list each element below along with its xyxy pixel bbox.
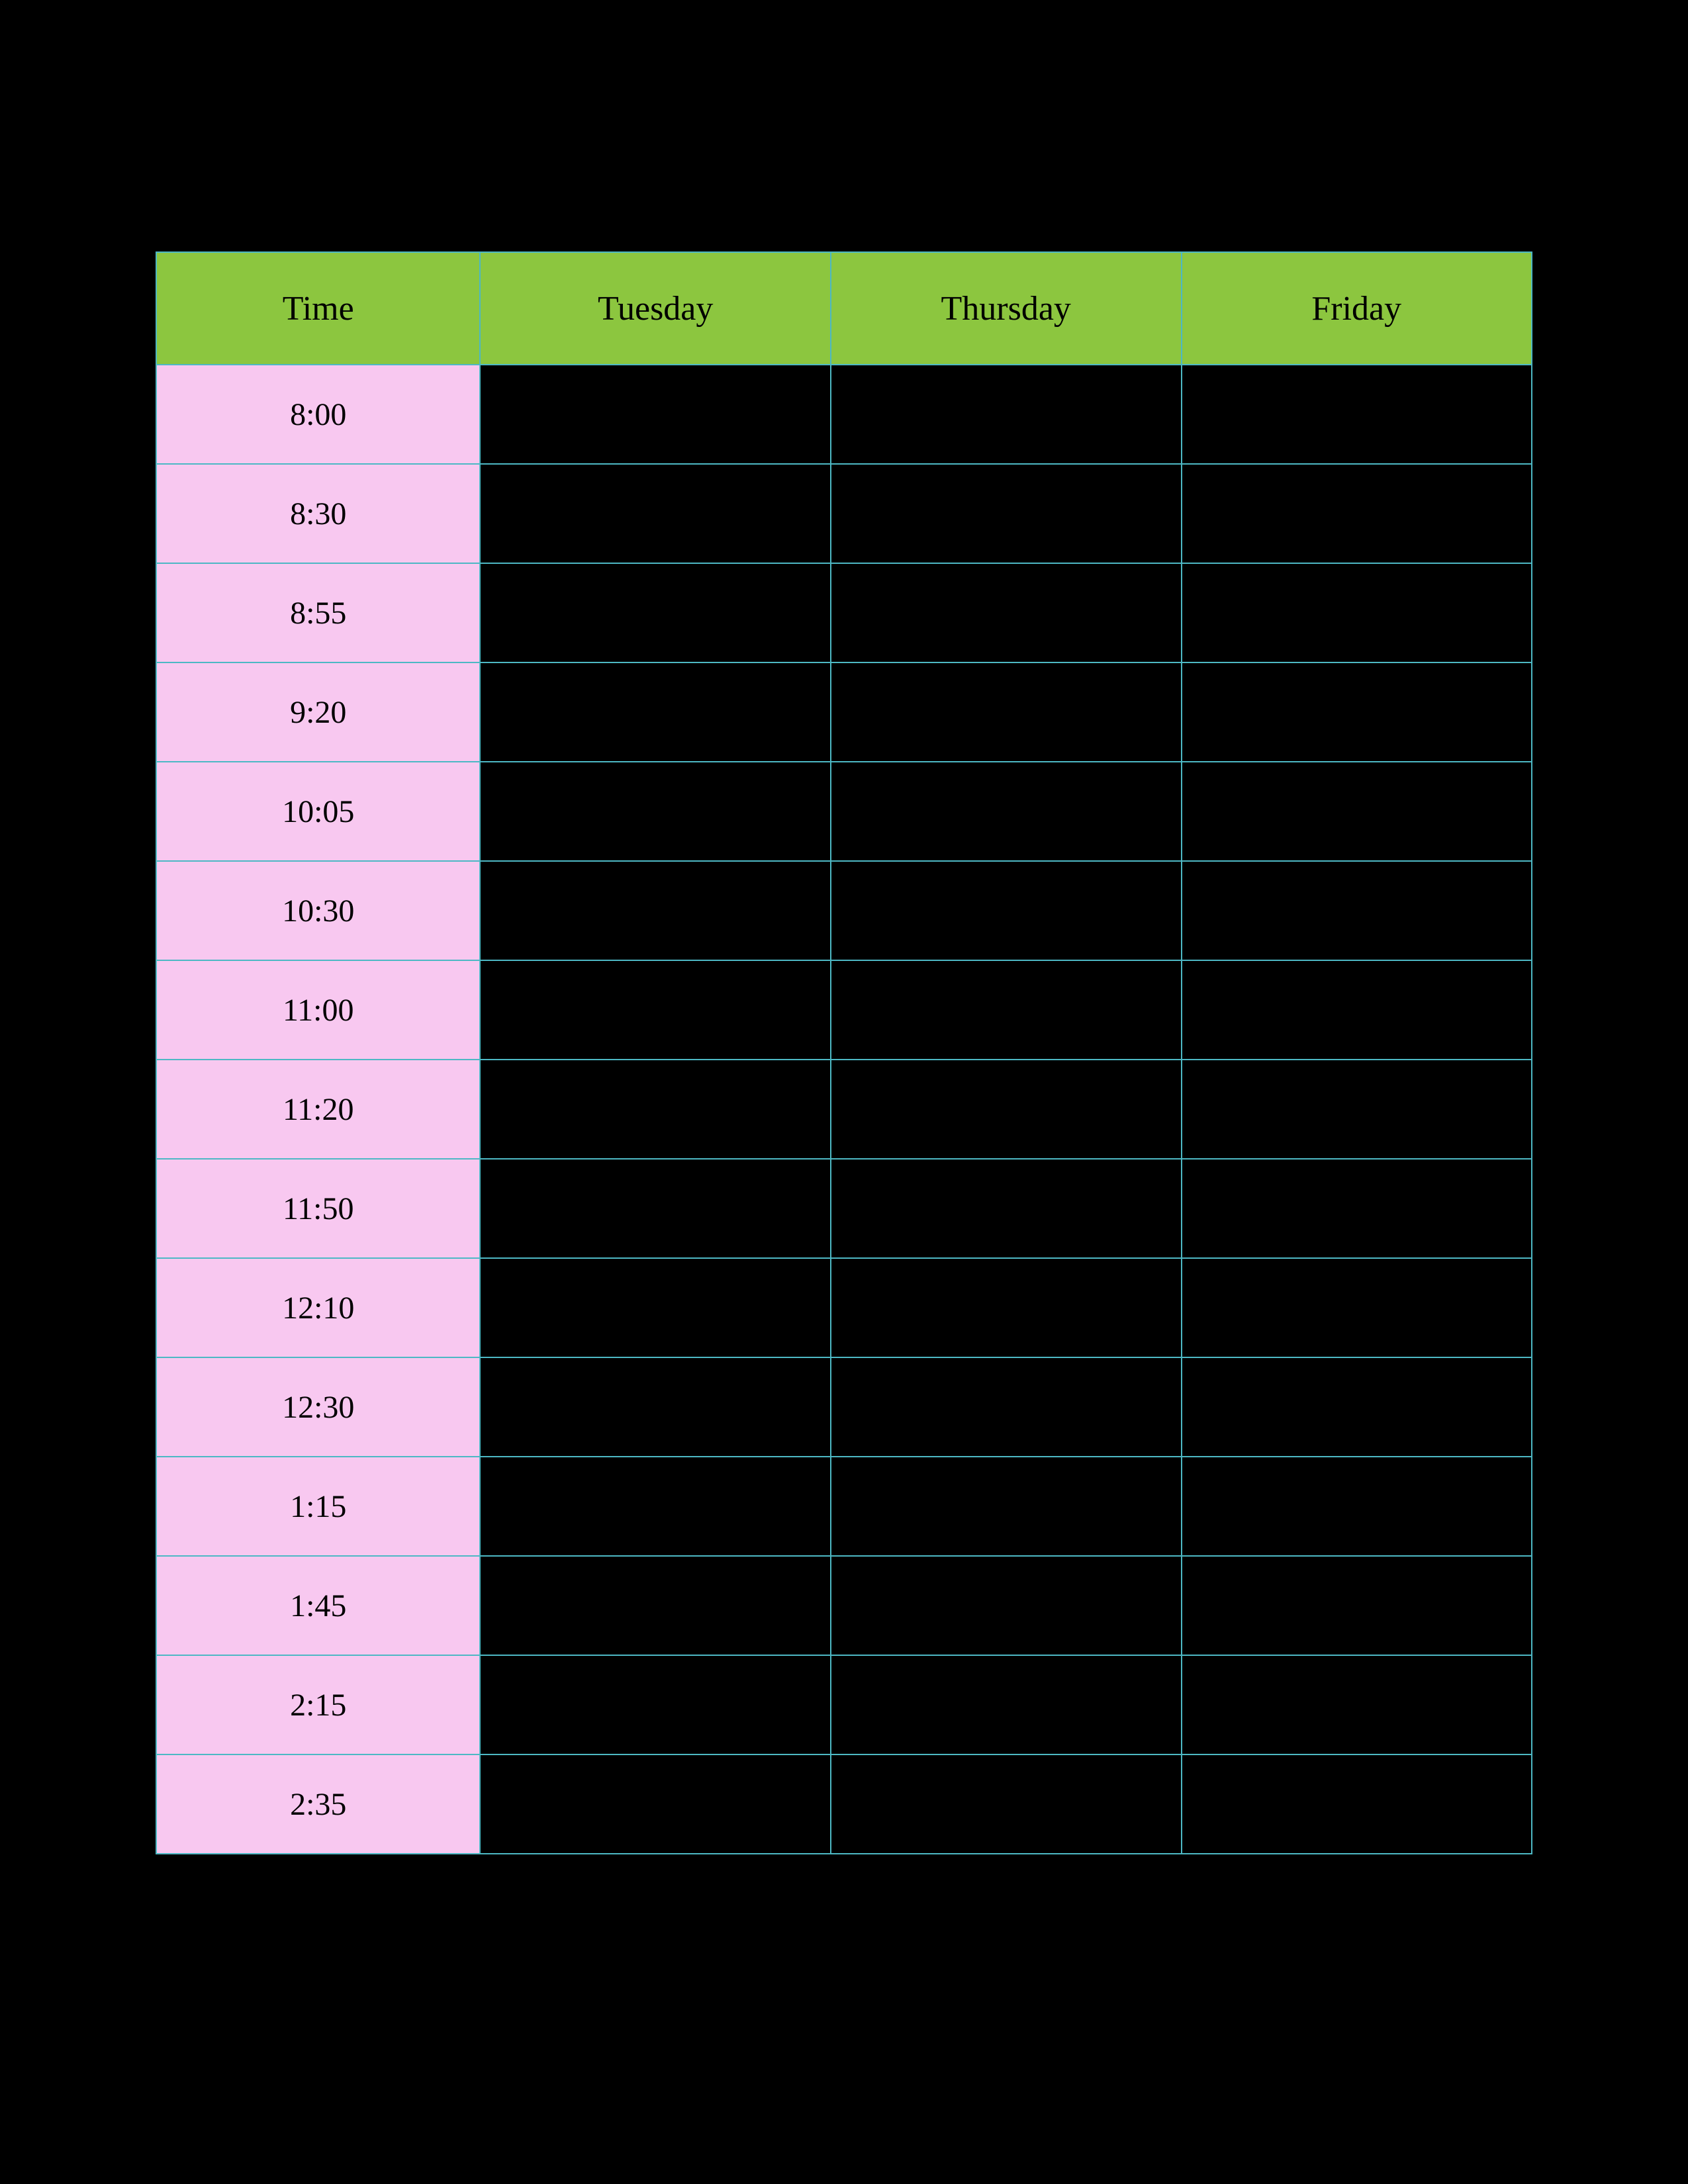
day-cell xyxy=(1182,960,1532,1060)
day-cell xyxy=(480,1655,831,1754)
day-cell xyxy=(1182,662,1532,762)
time-cell: 11:00 xyxy=(156,960,480,1060)
day-cell xyxy=(831,861,1182,960)
time-cell: 1:15 xyxy=(156,1457,480,1556)
day-cell xyxy=(831,1159,1182,1258)
time-cell: 10:30 xyxy=(156,861,480,960)
table-row: 1:15 xyxy=(156,1457,1532,1556)
header-row: Time Tuesday Thursday Friday xyxy=(156,252,1532,365)
time-cell: 11:20 xyxy=(156,1060,480,1159)
day-cell xyxy=(1182,762,1532,861)
header-thursday: Thursday xyxy=(831,252,1182,365)
table-row: 2:15 xyxy=(156,1655,1532,1754)
time-cell: 8:00 xyxy=(156,365,480,464)
day-cell xyxy=(831,464,1182,563)
table-row: 2:35 xyxy=(156,1754,1532,1854)
day-cell xyxy=(831,1357,1182,1457)
day-cell xyxy=(831,1655,1182,1754)
day-cell xyxy=(480,960,831,1060)
table-row: 10:05 xyxy=(156,762,1532,861)
day-cell xyxy=(480,1457,831,1556)
day-cell xyxy=(480,762,831,861)
time-cell: 12:30 xyxy=(156,1357,480,1457)
day-cell xyxy=(480,1754,831,1854)
day-cell xyxy=(1182,861,1532,960)
schedule-table: Time Tuesday Thursday Friday 8:00 8:30 8… xyxy=(156,251,1532,1854)
time-cell: 2:35 xyxy=(156,1754,480,1854)
header-time: Time xyxy=(156,252,480,365)
table-row: 8:30 xyxy=(156,464,1532,563)
day-cell xyxy=(831,1754,1182,1854)
day-cell xyxy=(1182,1357,1532,1457)
day-cell xyxy=(480,464,831,563)
day-cell xyxy=(831,365,1182,464)
time-cell: 9:20 xyxy=(156,662,480,762)
day-cell xyxy=(480,662,831,762)
time-cell: 8:55 xyxy=(156,563,480,662)
day-cell xyxy=(480,1556,831,1655)
table-body: 8:00 8:30 8:55 9:20 10:05 xyxy=(156,365,1532,1854)
table-row: 8:00 xyxy=(156,365,1532,464)
day-cell xyxy=(831,563,1182,662)
time-cell: 2:15 xyxy=(156,1655,480,1754)
day-cell xyxy=(831,762,1182,861)
table-row: 8:55 xyxy=(156,563,1532,662)
day-cell xyxy=(1182,464,1532,563)
time-cell: 1:45 xyxy=(156,1556,480,1655)
day-cell xyxy=(480,365,831,464)
day-cell xyxy=(480,1060,831,1159)
day-cell xyxy=(831,1060,1182,1159)
table-row: 12:10 xyxy=(156,1258,1532,1357)
table-row: 9:20 xyxy=(156,662,1532,762)
table-row: 11:50 xyxy=(156,1159,1532,1258)
day-cell xyxy=(831,1457,1182,1556)
day-cell xyxy=(480,1258,831,1357)
day-cell xyxy=(480,861,831,960)
day-cell xyxy=(480,1357,831,1457)
day-cell xyxy=(1182,1060,1532,1159)
day-cell xyxy=(480,1159,831,1258)
header-tuesday: Tuesday xyxy=(480,252,831,365)
day-cell xyxy=(480,563,831,662)
day-cell xyxy=(831,1556,1182,1655)
time-cell: 8:30 xyxy=(156,464,480,563)
day-cell xyxy=(1182,1258,1532,1357)
day-cell xyxy=(1182,1655,1532,1754)
header-friday: Friday xyxy=(1182,252,1532,365)
day-cell xyxy=(1182,1159,1532,1258)
time-cell: 10:05 xyxy=(156,762,480,861)
table-row: 1:45 xyxy=(156,1556,1532,1655)
day-cell xyxy=(831,662,1182,762)
table-row: 11:20 xyxy=(156,1060,1532,1159)
time-cell: 11:50 xyxy=(156,1159,480,1258)
table-row: 10:30 xyxy=(156,861,1532,960)
day-cell xyxy=(1182,563,1532,662)
table-row: 11:00 xyxy=(156,960,1532,1060)
day-cell xyxy=(1182,365,1532,464)
day-cell xyxy=(1182,1457,1532,1556)
time-cell: 12:10 xyxy=(156,1258,480,1357)
day-cell xyxy=(1182,1556,1532,1655)
day-cell xyxy=(1182,1754,1532,1854)
day-cell xyxy=(831,1258,1182,1357)
table-row: 12:30 xyxy=(156,1357,1532,1457)
day-cell xyxy=(831,960,1182,1060)
